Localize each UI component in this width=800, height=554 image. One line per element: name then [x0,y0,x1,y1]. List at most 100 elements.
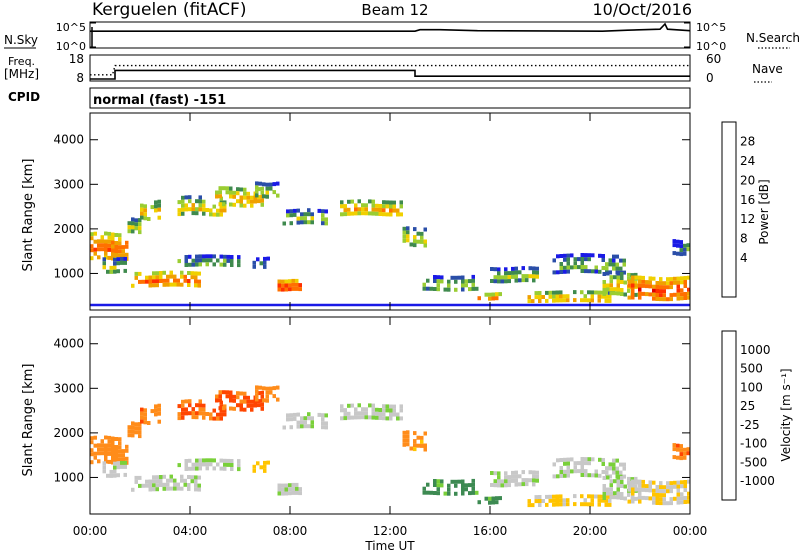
power-cell [559,262,563,266]
power-cell [570,253,574,258]
power-cell [608,258,612,263]
velocity-cell [111,456,115,461]
velocity-cell [102,465,106,470]
power-cell [229,190,233,195]
power-cell [150,205,154,210]
power-cell [615,266,619,271]
velocity-cell [148,483,152,488]
velocity-cell [615,470,619,475]
velocity-cell [134,426,138,431]
power-cell [219,212,223,217]
power-cell [587,257,591,262]
y-tick-label: 4000 [53,337,84,351]
power-cell [631,279,635,284]
power-cell [188,262,192,267]
velocity-cell [623,496,627,501]
velocity-cell [276,385,280,390]
velocity-cell [566,502,570,507]
power-cell [413,243,417,248]
power-cell [641,291,645,296]
power-cell [605,262,609,267]
power-cell [202,199,206,204]
velocity-cell [100,443,104,448]
velocity-cell [223,408,227,413]
power-cell [594,265,598,270]
power-cell [324,209,328,214]
velocity-cell [134,475,138,480]
power-cell [622,270,626,275]
power-cell [587,290,591,295]
power-cell [197,271,201,276]
velocity-cell [180,474,184,479]
power-cell [180,282,184,287]
velocity-colorbar-tick: 100 [740,380,763,394]
velocity-cell [616,475,620,480]
velocity-cell [177,463,181,468]
power-cell [157,207,161,212]
power-cell [104,231,108,236]
velocity-cell [184,411,188,416]
velocity-cell [295,490,299,495]
velocity-cell [155,487,159,492]
power-cell [113,265,117,270]
power-colorbar-tick: 16 [740,193,755,207]
velocity-cell [532,470,536,475]
velocity-cell [202,403,206,408]
power-cell [209,208,213,213]
velocity-cell [627,480,631,485]
power-cell [107,239,111,244]
velocity-cell [375,411,379,416]
power-cell [354,203,358,208]
velocity-cell [556,458,560,463]
power-cell [180,274,184,279]
power-cell [284,279,288,284]
power-cell [683,247,687,252]
velocity-ylabel: Slant Range [km] [21,364,36,477]
power-cell [440,275,444,280]
power-cell [566,265,570,270]
velocity-cell [413,439,417,444]
power-cell [608,298,612,303]
velocity-cell [118,457,122,462]
velocity-cell [145,479,149,484]
power-cell [230,259,234,263]
power-cell [222,202,226,207]
power-cell [573,257,577,262]
velocity-cell [188,458,192,463]
velocity-cell [307,416,311,421]
velocity-cell [620,480,624,484]
power-cell [645,292,649,297]
power-cell [518,270,522,275]
power-cell [265,190,269,195]
power-cell [402,234,406,239]
power-cell [555,294,559,299]
power-cell [265,186,269,191]
velocity-cell [392,408,396,413]
velocity-cell [265,394,269,399]
velocity-cell [634,476,638,481]
velocity-cell [239,399,243,404]
power-cell [450,275,454,280]
velocity-cell [590,494,594,499]
power-cell [212,212,216,217]
power-cell [413,235,417,240]
power-cell [303,212,307,217]
velocity-cell [281,487,285,492]
power-cell [461,287,465,292]
power-cell [548,294,552,299]
velocity-cell [195,403,199,408]
velocity-cell [205,412,209,416]
power-cell [497,271,501,276]
velocity-colorbar-tick: 500 [740,362,763,376]
velocity-cell [573,461,577,466]
velocity-cell [580,502,584,507]
velocity-cell [180,486,184,491]
power-cell [155,279,159,284]
power-cell [604,294,608,299]
velocity-cell [123,460,127,465]
noise-right-label: N.Search [746,31,800,45]
power-cell [183,274,187,279]
velocity-cell [630,477,634,482]
power-cell [638,279,642,284]
velocity-cell [584,461,588,466]
